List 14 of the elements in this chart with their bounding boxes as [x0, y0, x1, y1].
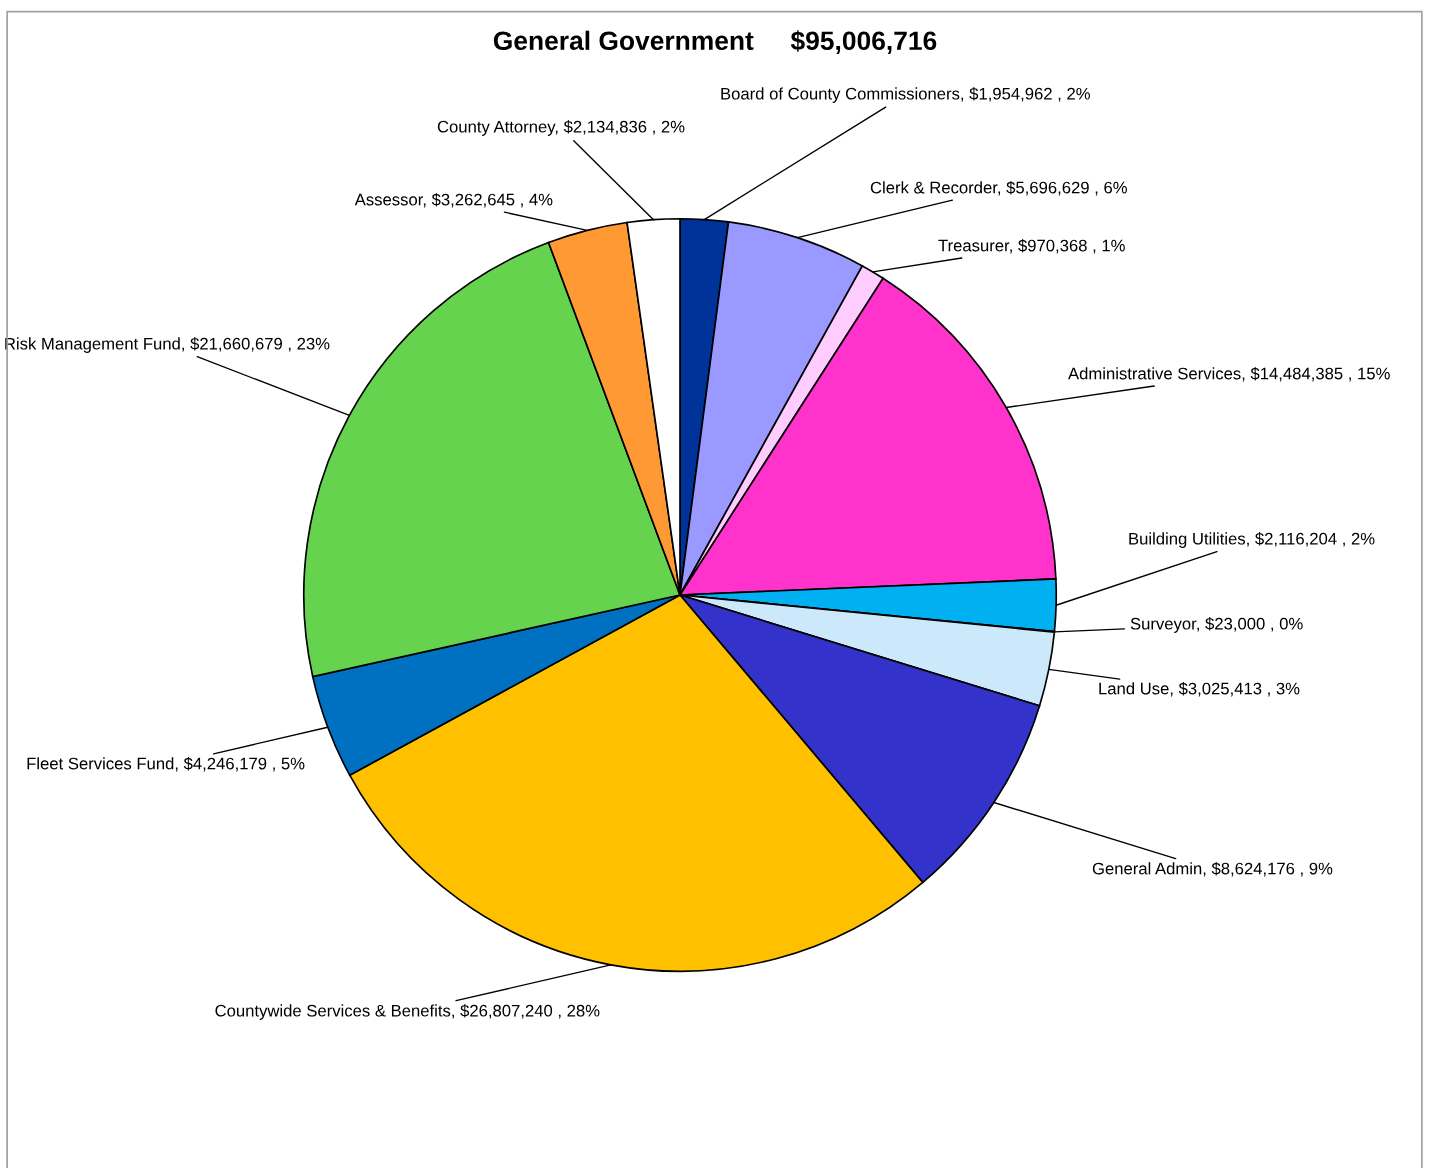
slice-label: Treasurer, $970,368 , 1%	[938, 238, 1125, 254]
slice-label: Administrative Services, $14,484,385 , 15%	[1068, 366, 1390, 382]
slice-label: Risk Management Fund, $21,660,679 , 23%	[5, 337, 330, 353]
slice-label: County Attorney, $2,134,836 , 2%	[437, 120, 685, 136]
slice-label: Clerk & Recorder, $5,696,629 , 6%	[870, 180, 1127, 196]
slice-label: General Admin, $8,624,176 , 9%	[1092, 861, 1333, 877]
slice-label: Surveyor, $23,000 , 0%	[1130, 617, 1303, 633]
slice-label: Assessor, $3,262,645 , 4%	[354, 192, 553, 208]
slice-label: Fleet Services Fund, $4,246,179 , 5%	[27, 756, 305, 772]
slice-label: Building Utilities, $2,116,204 , 2%	[1129, 532, 1375, 548]
slice-label: Countywide Services & Benefits, $26,807,240 , 28%	[215, 1004, 600, 1020]
chart-title: General Government $95,006,716	[493, 30, 937, 54]
slice-label: Land Use, $3,025,413 , 3%	[1099, 681, 1300, 697]
slice-label: Board of County Commissioners, $1,954,962 , 2%	[721, 87, 1090, 103]
